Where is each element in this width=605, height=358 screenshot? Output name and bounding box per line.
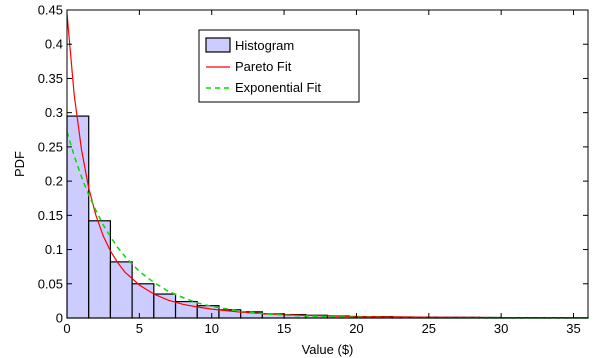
legend-histogram-label: Histogram bbox=[235, 38, 294, 53]
y-tick-label: 0.05 bbox=[38, 276, 63, 291]
y-axis-ticks: 0 0.05 0.1 0.15 0.2 0.25 0.3 0.35 0.4 0.45 bbox=[38, 3, 588, 326]
histogram-bar bbox=[174, 300, 198, 319]
legend-histogram-swatch bbox=[205, 37, 231, 53]
y-tick-label: 0.25 bbox=[38, 139, 63, 154]
histogram-bar bbox=[131, 283, 155, 319]
y-tick-label: 0.2 bbox=[45, 174, 63, 189]
y-tick-label: 0.4 bbox=[45, 37, 63, 52]
y-tick-label: 0.1 bbox=[45, 242, 63, 257]
histogram-bar bbox=[88, 220, 112, 319]
x-tick-label: 5 bbox=[136, 321, 143, 336]
x-tick-label: 0 bbox=[63, 321, 70, 336]
x-tick-label: 15 bbox=[277, 321, 291, 336]
histogram-bars bbox=[66, 115, 589, 319]
histogram-bar bbox=[153, 293, 177, 319]
plot-frame bbox=[66, 9, 589, 319]
x-tick-label: 10 bbox=[204, 321, 218, 336]
histogram-bar bbox=[109, 261, 133, 319]
y-tick-label: 0 bbox=[56, 311, 63, 326]
x-tick-label: 30 bbox=[494, 321, 508, 336]
x-tick-label: 20 bbox=[349, 321, 363, 336]
x-axis-ticks: 0 5 10 15 20 25 30 35 bbox=[63, 10, 581, 336]
y-tick-label: 0.35 bbox=[38, 71, 63, 86]
x-tick-label: 25 bbox=[422, 321, 436, 336]
y-axis-title: PDF bbox=[12, 151, 27, 177]
y-tick-label: 0.3 bbox=[45, 105, 63, 120]
legend-pareto-label: Pareto Fit bbox=[235, 59, 292, 74]
histogram-bar bbox=[66, 115, 90, 319]
x-axis-title: Value ($) bbox=[302, 342, 354, 357]
legend-exponential-label: Exponential Fit bbox=[235, 80, 321, 95]
y-tick-label: 0.15 bbox=[38, 208, 63, 223]
legend: Histogram Pareto Fit Exponential Fit bbox=[198, 29, 360, 103]
y-tick-label: 0.45 bbox=[38, 3, 63, 18]
x-tick-label: 35 bbox=[566, 321, 580, 336]
